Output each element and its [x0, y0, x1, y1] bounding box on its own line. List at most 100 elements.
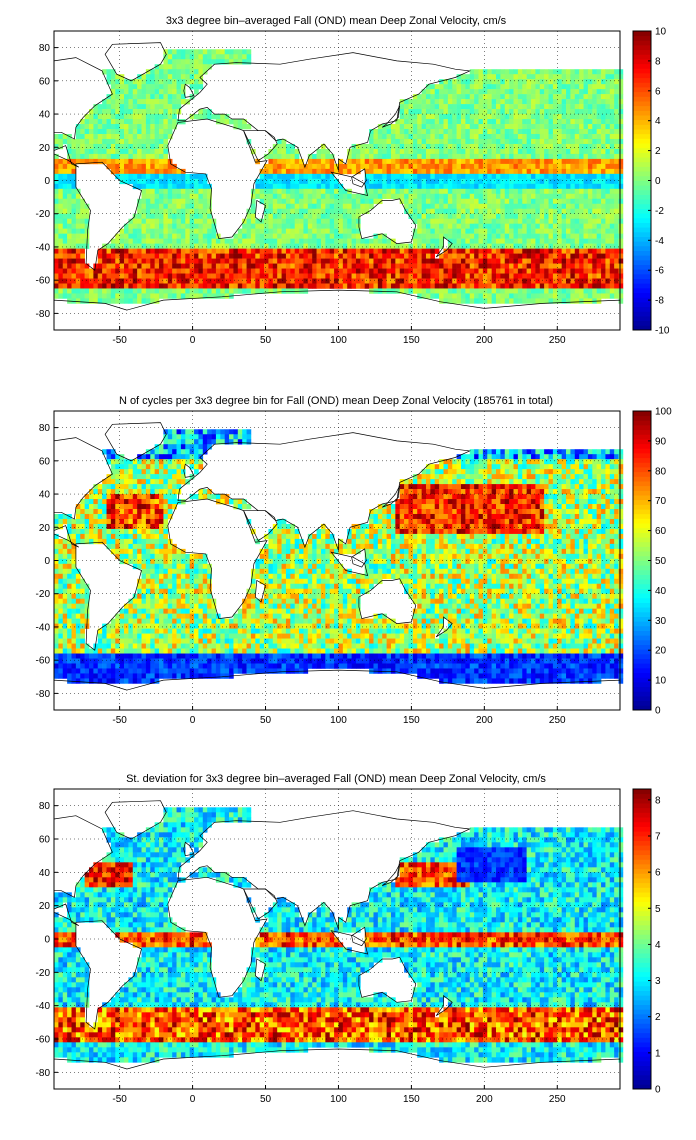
- heat-cell: [614, 174, 619, 179]
- heat-cell: [260, 179, 265, 184]
- heat-cell: [172, 279, 177, 284]
- heat-cell: [107, 449, 112, 454]
- heat-cell: [430, 219, 435, 224]
- colorbar-segment: [633, 279, 651, 284]
- heat-cell: [601, 79, 606, 84]
- heat-cell: [207, 54, 212, 59]
- heat-cell: [80, 293, 85, 298]
- heat-cell: [260, 224, 265, 229]
- heat-cell: [566, 79, 571, 84]
- heat-cell: [483, 169, 488, 174]
- heat-cell: [535, 454, 540, 459]
- heat-cell: [133, 169, 138, 174]
- heat-cell: [373, 279, 378, 284]
- heat-cell: [584, 144, 589, 149]
- heat-cell: [443, 119, 448, 124]
- heat-cell: [531, 244, 536, 249]
- heat-cell: [601, 149, 606, 154]
- heat-cell: [566, 174, 571, 179]
- heat-cell: [540, 209, 545, 214]
- heat-cell: [408, 174, 413, 179]
- heat-cell: [570, 288, 575, 293]
- heat-cell: [570, 149, 575, 154]
- heat-cell: [588, 184, 593, 189]
- heat-cell: [133, 234, 138, 239]
- heat-cell: [457, 159, 462, 164]
- heat-cell: [413, 169, 418, 174]
- heat-cell: [299, 264, 304, 269]
- heat-cell: [312, 154, 317, 159]
- heat-cell: [553, 89, 558, 94]
- heat-cell: [303, 269, 308, 274]
- heat-cell: [229, 264, 234, 269]
- heat-cell: [570, 129, 575, 134]
- heat-cell: [544, 249, 549, 254]
- heat-cell: [391, 189, 396, 194]
- heat-cell: [150, 264, 155, 269]
- heat-cell: [566, 199, 571, 204]
- heat-cell: [212, 49, 217, 54]
- heat-cell: [570, 139, 575, 144]
- heat-cell: [194, 189, 199, 194]
- heat-cell: [597, 214, 602, 219]
- heat-cell: [496, 99, 501, 104]
- heat-cell: [150, 114, 155, 119]
- heat-cell: [163, 79, 168, 84]
- heat-cell: [614, 154, 619, 159]
- heat-cell: [308, 234, 313, 239]
- heat-cell: [592, 164, 597, 169]
- heat-cell: [308, 249, 313, 254]
- heat-cell: [229, 54, 234, 59]
- heat-cell: [303, 189, 308, 194]
- heat-cell: [514, 293, 519, 298]
- heat-cell: [203, 64, 208, 69]
- heat-cell: [500, 159, 505, 164]
- heat-cell: [163, 159, 168, 164]
- heat-cell: [312, 219, 317, 224]
- heat-cell: [514, 149, 519, 154]
- heat-cell: [553, 279, 558, 284]
- heat-cell: [317, 249, 322, 254]
- heat-cell: [483, 249, 488, 254]
- heat-cell: [570, 219, 575, 224]
- heat-cell: [360, 274, 365, 279]
- heat-cell: [133, 114, 138, 119]
- heat-cell: [172, 264, 177, 269]
- heat-cell: [220, 429, 225, 434]
- heat-cell: [439, 164, 444, 169]
- heat-cell: [566, 283, 571, 288]
- heat-cell: [535, 204, 540, 209]
- heat-cell: [531, 259, 536, 264]
- heat-cell: [159, 209, 164, 214]
- heat-cell: [496, 209, 501, 214]
- heat-cell: [80, 244, 85, 249]
- heat-cell: [531, 199, 536, 204]
- heat-cell: [430, 244, 435, 249]
- heat-cell: [479, 283, 484, 288]
- heat-cell: [496, 269, 501, 274]
- heat-cell: [474, 219, 479, 224]
- heat-cell: [159, 269, 164, 274]
- heat-cell: [115, 124, 120, 129]
- heat-cell: [430, 169, 435, 174]
- heat-cell: [303, 234, 308, 239]
- heat-cell: [264, 249, 269, 254]
- heat-cell: [124, 459, 129, 464]
- heat-cell: [566, 204, 571, 209]
- heat-cell: [408, 109, 413, 114]
- heat-cell: [588, 149, 593, 154]
- heat-cell: [443, 189, 448, 194]
- heat-cell: [417, 139, 422, 144]
- heat-cell: [277, 249, 282, 254]
- heat-cell: [522, 214, 527, 219]
- heat-cell: [605, 239, 610, 244]
- heat-cell: [417, 219, 422, 224]
- heat-cell: [417, 144, 422, 149]
- heat-cell: [549, 104, 554, 109]
- heat-cell: [509, 149, 514, 154]
- heat-cell: [190, 49, 195, 54]
- heat-cell: [557, 179, 562, 184]
- colorbar-segment: [633, 190, 651, 195]
- heat-cell: [601, 199, 606, 204]
- heat-cell: [325, 174, 330, 179]
